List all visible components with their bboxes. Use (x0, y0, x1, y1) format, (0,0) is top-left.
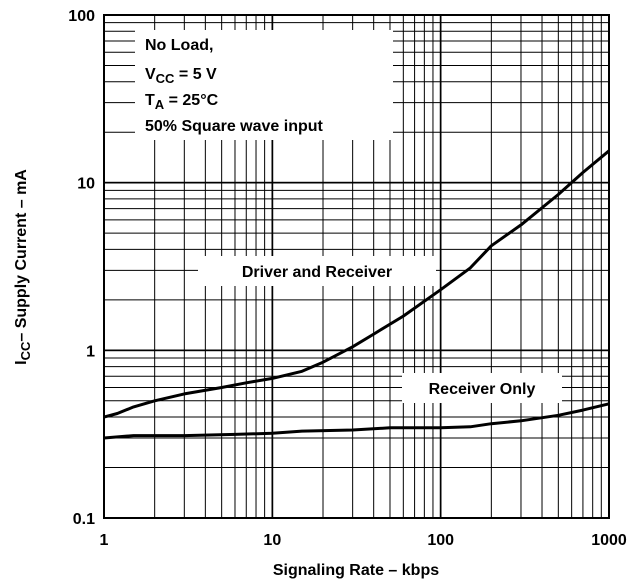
x-tick-labels: 1 10 100 1000 (100, 532, 627, 549)
annotation-background (135, 30, 393, 140)
ta-symbol: T (145, 92, 155, 109)
x-tick-label: 100 (427, 532, 454, 549)
plot-frame (103, 14, 610, 519)
series-lines (103, 149, 610, 440)
series-label-driver-receiver: Driver and Receiver (242, 264, 392, 281)
x-tick-label: 1000 (591, 532, 627, 549)
series-line-driver-receiver (103, 149, 610, 419)
y-axis-title-rest: – Supply Current – mA (13, 169, 30, 342)
annotation-line-4: 50% Square wave input (145, 118, 324, 135)
series-label-receiver-only: Receiver Only (429, 381, 536, 398)
y-axis-title-sub: CC (18, 341, 33, 360)
series-label-driver-receiver-bg (198, 256, 436, 286)
series-label-receiver-only-group: Receiver Only (402, 373, 562, 403)
y-tick-label: 10 (77, 176, 95, 193)
ta-value: = 25°C (164, 92, 218, 109)
annotation-line-2: VCC = 5 V (145, 66, 217, 86)
annotation-line-3: TA = 25°C (145, 92, 219, 112)
annotation-line-1: No Load, (145, 37, 213, 54)
y-tick-label: 1 (86, 343, 95, 360)
y-axis-title: ICC– Supply Current – mA (13, 169, 33, 365)
x-tick-label: 1 (100, 532, 109, 549)
vcc-value: = 5 V (174, 66, 217, 83)
series-label-driver-receiver-group: Driver and Receiver (198, 256, 436, 286)
y-tick-label: 100 (68, 8, 95, 25)
y-tick-labels: 100 10 1 0.1 (68, 8, 95, 528)
vcc-subscript: CC (156, 71, 175, 86)
ta-subscript: A (155, 97, 165, 112)
x-axis-title: Signaling Rate – kbps (273, 562, 439, 579)
y-tick-label: 0.1 (73, 511, 95, 528)
series-label-receiver-only-bg (402, 373, 562, 403)
series-line-receiver-only (103, 402, 610, 440)
vcc-symbol: V (145, 66, 156, 83)
annotation-box: No Load, VCC = 5 V TA = 25°C 50% Square … (135, 30, 393, 140)
x-tick-label: 10 (263, 532, 281, 549)
y-axis-title-main: I (13, 360, 30, 364)
